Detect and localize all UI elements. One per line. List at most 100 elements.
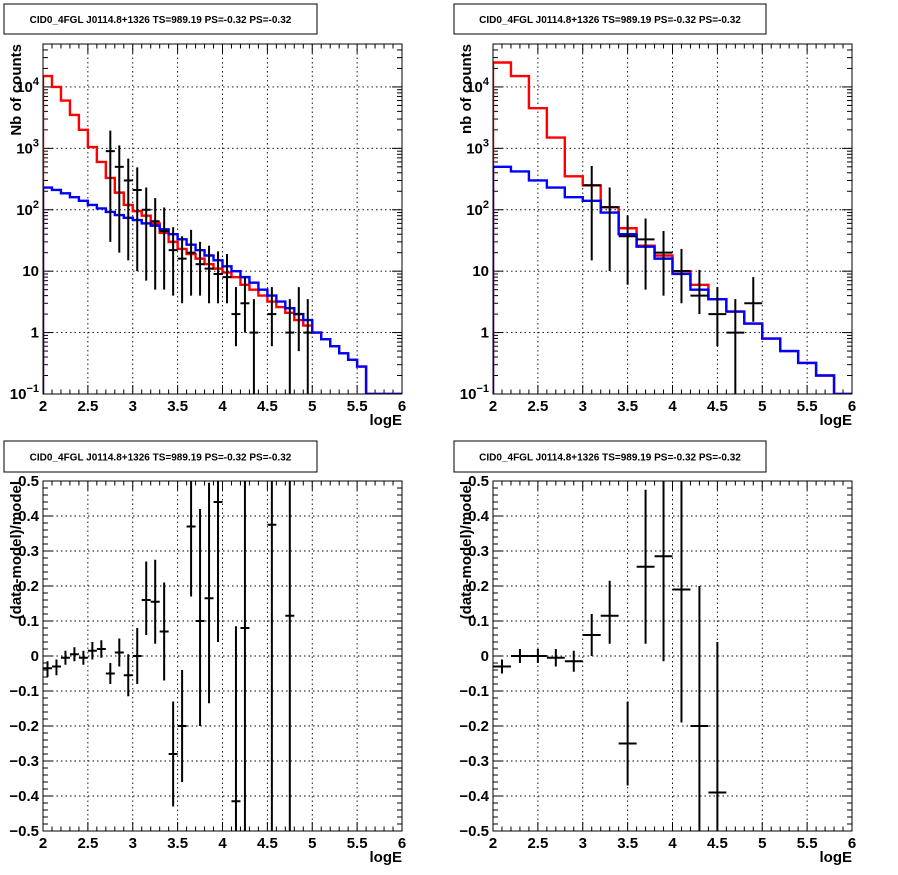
x-tick-label: 2	[489, 835, 497, 852]
grid-lines	[493, 481, 852, 831]
data-point	[285, 299, 295, 394]
x-tick-label: 5	[308, 835, 316, 852]
data-point	[231, 287, 241, 347]
data-point	[493, 659, 511, 674]
y-tick-label-base: 10	[460, 386, 477, 403]
y-tick-label: 0.1	[468, 613, 489, 630]
data-point	[267, 481, 277, 831]
x-tick-label: 6	[848, 835, 856, 852]
data-point	[672, 481, 691, 723]
y-tick-label: 0.2	[18, 578, 39, 595]
x-tick-label: 5	[758, 835, 766, 852]
y-tick-label: 1	[481, 325, 489, 342]
data-point	[267, 287, 277, 347]
x-tick-label: 2.5	[527, 835, 548, 852]
chart-title: CID0_4FGL J0114.8+1326 TS=989.19 PS=-0.3…	[479, 453, 741, 464]
x-tick-label: 2.5	[77, 835, 98, 852]
data-point	[213, 251, 223, 304]
data-point	[96, 640, 106, 658]
y-tick-label: −0.3	[459, 753, 489, 770]
x-tick-label: 2	[489, 398, 497, 415]
data-point	[294, 287, 304, 352]
x-tick-label: 2.5	[527, 398, 548, 415]
panel-counts-right: 2 2.5 3 3.5 4 4.5 5 5.5 610−1110102103104logEnb …	[453, 3, 856, 429]
y-tick-label: 10−1	[460, 383, 489, 403]
y-tick-label: 0.4	[18, 508, 40, 525]
data-point	[69, 647, 79, 662]
y-tick-label: 1	[31, 325, 39, 342]
data-point	[600, 187, 619, 272]
data-point	[186, 229, 196, 296]
y-tick-label: 0.3	[468, 543, 489, 560]
y-tick-label: 0	[31, 648, 39, 665]
panel-residuals-left: 2 2.5 3 3.5 4 4.5 5 5.5 6 −0.5 −0.4 −0.3 −0.2 −0.1 0 0.…	[3, 440, 406, 866]
x-tick-label: 3.5	[617, 398, 638, 415]
y-tick-label: 0	[481, 648, 489, 665]
x-tick-label: 6	[398, 835, 406, 852]
data-point	[582, 166, 601, 261]
y-tick-label: 103	[466, 137, 489, 157]
y-tick-label-exponent: 2	[483, 199, 489, 211]
data-point	[132, 167, 142, 272]
y-axis-label: (data-model)/model	[8, 481, 25, 619]
data-point	[114, 638, 124, 667]
data-point	[150, 559, 160, 644]
x-tick-label: 4	[668, 398, 677, 415]
data-point	[87, 642, 97, 660]
y-tick-label: 10−1	[10, 383, 39, 403]
y-tick-label: 102	[466, 199, 489, 219]
data-point	[690, 269, 709, 315]
data-point	[582, 614, 601, 656]
y-tick-label-exponent: 2	[33, 199, 39, 211]
x-tick-label: 3	[579, 398, 587, 415]
y-tick-label-exponent: 3	[33, 137, 39, 149]
y-tick-label: −0.4	[459, 788, 489, 805]
data-point	[43, 661, 52, 677]
y-axis-label: nb of counts	[458, 44, 475, 134]
data-point	[123, 158, 133, 261]
series-1-histogram	[43, 186, 402, 394]
data-point	[654, 481, 673, 662]
y-axis-label: (data-model)/model	[458, 481, 475, 619]
data-point	[51, 659, 61, 676]
data-point	[159, 207, 169, 290]
x-tick-label: 2.5	[77, 398, 98, 415]
y-tick-label: 103	[16, 137, 39, 157]
y-tick-label-base: 10	[16, 79, 33, 96]
data-point	[636, 489, 655, 644]
y-tick-label: 0.4	[468, 508, 490, 525]
x-tick-label: 3.5	[617, 835, 638, 852]
plot-frame	[492, 43, 853, 395]
plot-area	[493, 61, 852, 394]
data-point	[60, 650, 70, 665]
y-tick-label: 102	[16, 199, 39, 219]
y-tick-label-base: 10	[10, 386, 27, 403]
x-tick-label: 5.5	[797, 398, 818, 415]
data-point	[141, 561, 151, 635]
data-point	[303, 299, 313, 394]
y-tick-label: −0.1	[459, 683, 489, 700]
x-tick-label: 5.5	[347, 835, 368, 852]
plot-frame	[42, 480, 403, 832]
data-point	[177, 236, 187, 304]
panel-residuals-right: 2 2.5 3 3.5 4 4.5 5 5.5 6 −0.5 −0.4 −0.3 −0.2 −0.1 0 0.…	[453, 440, 856, 866]
data-point	[249, 299, 259, 394]
data-point	[222, 254, 232, 304]
x-tick-label: 3	[129, 398, 137, 415]
data-point	[141, 187, 151, 281]
y-tick-label-exponent: 4	[483, 76, 490, 88]
data-point	[105, 663, 115, 684]
grid-lines	[43, 481, 402, 831]
y-tick-label: 0.1	[18, 613, 39, 630]
data-point	[510, 649, 529, 663]
y-tick-label: −0.2	[9, 718, 39, 735]
x-tick-label: 4.5	[707, 835, 728, 852]
series-1-histogram	[493, 165, 852, 394]
data-point	[528, 649, 547, 663]
grid-lines	[493, 44, 852, 394]
data-point	[186, 481, 196, 597]
x-tick-label: 4.5	[257, 398, 278, 415]
y-tick-label: 10	[22, 263, 39, 280]
data-point	[708, 287, 727, 347]
